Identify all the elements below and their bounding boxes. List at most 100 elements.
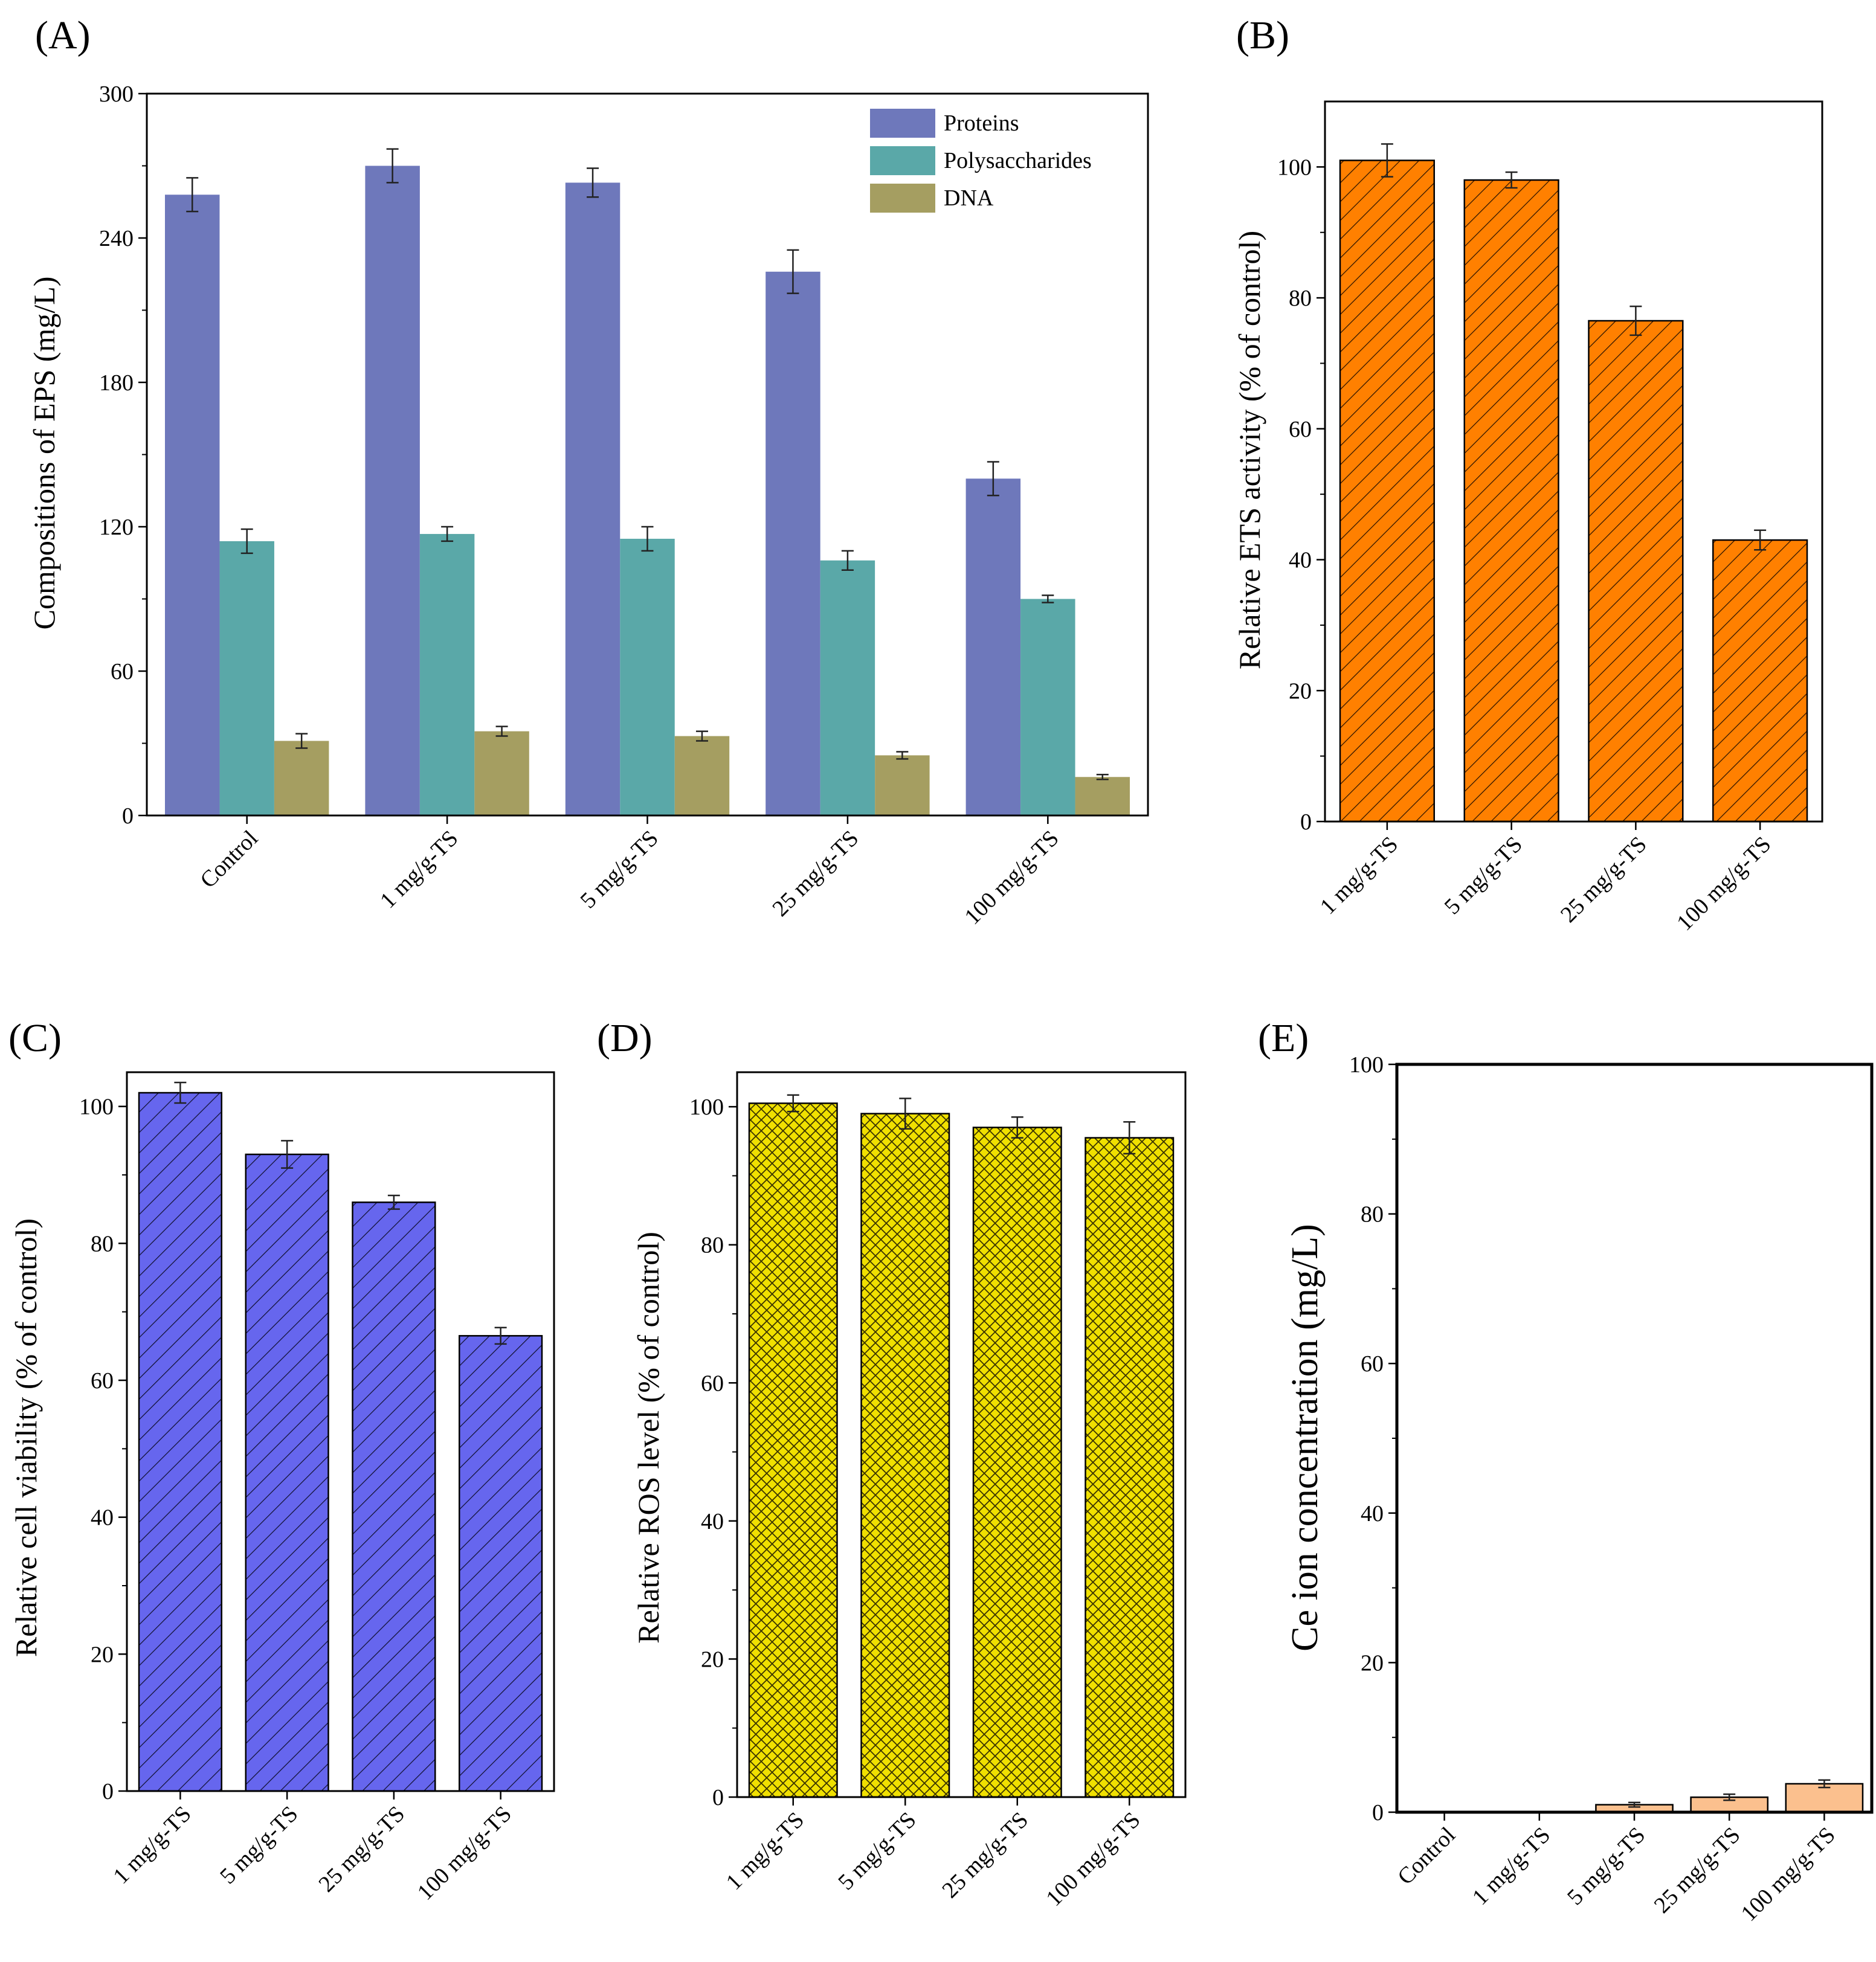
bar-proteins-0: [165, 195, 220, 815]
legend-entry-polysaccharides: Polysaccharides: [944, 148, 1092, 173]
x-tick-label: 5 mg/g-TS: [1562, 1822, 1650, 1910]
bar-dna-0: [274, 741, 329, 815]
x-tick-label: Control: [195, 826, 263, 893]
y-tick-label: 20: [701, 1647, 724, 1672]
y-axis-label: Relative ROS level (% of control): [631, 1232, 665, 1644]
y-tick-label: 80: [701, 1233, 724, 1258]
panel-label: (A): [35, 13, 91, 57]
bar-polysaccharides-0: [219, 541, 274, 815]
y-tick-label: 0: [1372, 1800, 1384, 1825]
x-tick-label: 100 mg/g-TS: [413, 1801, 517, 1905]
y-tick-label: 40: [91, 1505, 114, 1531]
y-tick-label: 100: [689, 1095, 724, 1120]
y-tick-label: 0: [1300, 809, 1312, 835]
bar-0: [138, 1092, 222, 1792]
y-axis-label: Compositions of EPS (mg/L): [27, 277, 61, 630]
bar-2: [352, 1201, 436, 1792]
x-tick-label: 25 mg/g-TS: [314, 1801, 410, 1897]
x-tick-label: 1 mg/g-TS: [375, 826, 463, 913]
x-tick-label: 100 mg/g-TS: [1736, 1822, 1840, 1926]
x-tick-label: 1 mg/g-TS: [1468, 1822, 1555, 1910]
bar-0: [748, 1102, 838, 1798]
bar-polysaccharides-4: [1020, 599, 1075, 815]
x-tick-label: 5 mg/g-TS: [833, 1807, 921, 1895]
x-tick-label: 100 mg/g-TS: [959, 826, 1063, 930]
x-tick-label: 25 mg/g-TS: [767, 826, 863, 922]
y-tick-label: 100: [79, 1095, 114, 1120]
bar-0: [1339, 159, 1435, 823]
bar-2: [972, 1127, 1062, 1798]
y-tick-label: 60: [111, 659, 134, 684]
bar-dna-1: [474, 731, 529, 815]
y-axis-label: Relative ETS activity (% of control): [1233, 231, 1266, 669]
bar-1: [860, 1113, 950, 1798]
legend: Proteins Polysaccharides DNA: [870, 109, 1092, 213]
y-axis-label: Relative cell viability (% of control): [9, 1218, 43, 1657]
plot-frame: [736, 1071, 1187, 1798]
y-tick-label: 80: [1361, 1202, 1384, 1227]
x-tick-label: 1 mg/g-TS: [108, 1801, 196, 1889]
bar-proteins-2: [565, 182, 620, 816]
legend-entry-proteins: Proteins: [944, 111, 1019, 136]
x-tick-label: Control: [1393, 1822, 1460, 1890]
x-tick-label: 25 mg/g-TS: [937, 1807, 1033, 1903]
plot-frame: [1395, 1063, 1874, 1814]
bars: [748, 1094, 1175, 1798]
panel-d: (D) 0 20 40 60 80 100 1 mg/g-TS 5 mg/g-TS 25 mg/…: [597, 1016, 1187, 1911]
panel-label: (C): [8, 1016, 62, 1060]
panel-label: (B): [1236, 13, 1289, 57]
x-tick-label: 100 mg/g-TS: [1041, 1807, 1145, 1911]
y-tick-label: 80: [1289, 286, 1312, 311]
bar-polysaccharides-2: [620, 538, 675, 815]
panel-label: (E): [1258, 1016, 1309, 1060]
bar-3: [1085, 1137, 1175, 1798]
bar-polysaccharides-1: [419, 533, 475, 815]
panel-b: (B) 0 20 40 60 80 100 1 mg/g-TS 5 mg/g-TS 25 mg/…: [1233, 13, 1823, 936]
bars: [165, 148, 1130, 816]
y-tick-label: 20: [1289, 678, 1312, 704]
bar-3: [459, 1335, 543, 1792]
y-tick-label: 40: [1361, 1501, 1384, 1526]
x-tick-label: 5 mg/g-TS: [1440, 832, 1527, 919]
y-tick-label: 300: [99, 82, 134, 107]
y-tick-label: 100: [1349, 1052, 1384, 1078]
bar-proteins-1: [365, 166, 420, 815]
y-tick-label: 40: [701, 1509, 724, 1534]
y-tick-label: 100: [1277, 155, 1312, 180]
y-tick-label: 60: [1361, 1351, 1384, 1377]
y-tick-label: 180: [99, 370, 134, 396]
panel-e: (E) 0 20 40 60 80 100 Control 1 mg/g-TS 5 mg/g-T…: [1258, 1016, 1874, 1926]
bars: [1339, 143, 1808, 823]
bars: [1595, 1779, 1864, 1813]
bar-2: [1588, 320, 1684, 823]
x-tick-label: 5 mg/g-TS: [215, 1801, 303, 1889]
y-axis-label: Ce ion concentration (mg/L): [1285, 1224, 1326, 1652]
y-tick-label: 0: [712, 1785, 724, 1810]
bar-proteins-3: [766, 271, 820, 815]
y-tick-label: 40: [1289, 548, 1312, 573]
bars: [138, 1081, 543, 1792]
bar-dna-4: [1075, 777, 1130, 815]
y-tick-label: 0: [102, 1779, 114, 1804]
bar-1: [245, 1153, 329, 1792]
y-tick-label: 60: [701, 1371, 724, 1396]
bar-dna-3: [875, 755, 930, 815]
y-tick-label: 20: [91, 1642, 114, 1667]
y-tick-label: 240: [99, 226, 134, 251]
plot-frame: [126, 1071, 555, 1792]
legend-swatch-polysaccharides: [870, 146, 935, 175]
x-tick-label: 1 mg/g-TS: [1315, 832, 1403, 919]
plot-frame: [1324, 100, 1823, 823]
y-tick-label: 80: [91, 1231, 114, 1256]
y-tick-label: 0: [122, 803, 134, 829]
bar-dna-2: [674, 736, 730, 815]
y-tick-label: 120: [99, 515, 134, 540]
bar-1: [1463, 179, 1559, 823]
legend-swatch-proteins: [870, 109, 935, 138]
x-tick-label: 25 mg/g-TS: [1556, 832, 1652, 928]
panel-c: (C) 0 20 40 60 80 100 1 mg/g-TS 5 mg/g-TS 25 mg/…: [8, 1016, 555, 1905]
x-tick-label: 25 mg/g-TS: [1649, 1822, 1745, 1919]
panel-a: (A) 0 60 120 180 240 300 Control 1 mg/g-TS 5 mg/…: [27, 13, 1149, 930]
y-tick-label: 20: [1361, 1650, 1384, 1676]
